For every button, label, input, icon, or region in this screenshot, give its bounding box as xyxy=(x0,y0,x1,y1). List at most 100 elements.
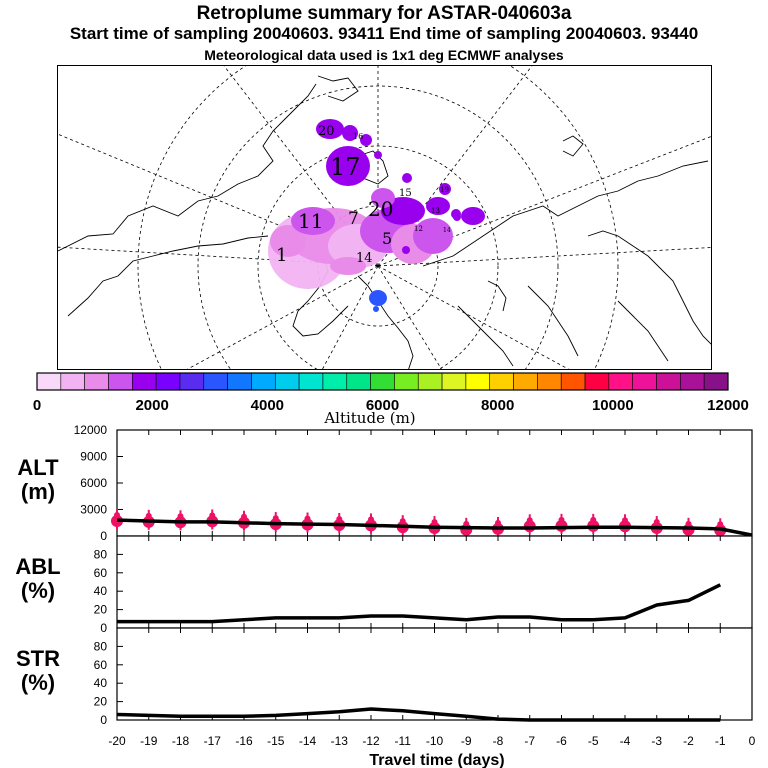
series-line-str xyxy=(116,707,721,722)
colorbar-swatch xyxy=(584,372,610,391)
x-tick-label: -3 xyxy=(651,734,662,748)
met-data-subtitle: Meteorological data used is 1x1 deg ECMW… xyxy=(204,47,564,63)
map-label: 12 xyxy=(414,225,423,233)
retroplume-day-labels: 20 16 17 15 20 19 11 7 5 1 14 13 12 14 xyxy=(276,124,451,266)
colorbar-swatch xyxy=(84,372,109,391)
colorbar-swatch xyxy=(394,372,419,391)
colorbar-swatch xyxy=(560,372,586,391)
map-svg: 20 16 17 15 20 19 11 7 5 1 14 13 12 14 xyxy=(58,66,711,369)
series-line-alt xyxy=(116,518,753,537)
colorbar-tick-label: 4000 xyxy=(251,397,284,414)
map-label: 11 xyxy=(298,209,323,233)
colorbar-label: Altitude (m) xyxy=(323,409,415,427)
map-label: 17 xyxy=(330,153,361,181)
x-tick-label: -20 xyxy=(108,734,126,748)
x-tick-label: -17 xyxy=(204,734,222,748)
colorbar-tick-label: 2000 xyxy=(135,397,168,414)
panel-frame xyxy=(116,627,753,721)
colorbar-swatch xyxy=(465,372,491,391)
colorbar-tick-label: 8000 xyxy=(481,397,514,414)
panel-y-label: (%) xyxy=(21,578,55,603)
x-tick-label: -6 xyxy=(556,734,567,748)
colorbar-swatch xyxy=(322,372,348,391)
panel-alt: 0 3000 6000 9000 12000 ALT(m) xyxy=(17,423,753,543)
x-tick-label: -12 xyxy=(362,734,380,748)
colorbar-frame xyxy=(36,372,729,391)
x-tick-label: -2 xyxy=(683,734,694,748)
y-tick-label: 80 xyxy=(94,639,108,653)
x-tick-label: -7 xyxy=(524,734,535,748)
panel-y-label: (%) xyxy=(21,670,55,695)
colorbar-swatch xyxy=(36,372,62,391)
x-tick-label: -13 xyxy=(331,734,349,748)
chart-title: Retroplume summary for ASTAR-040603a xyxy=(196,3,572,24)
y-tick-label: 40 xyxy=(94,584,108,598)
map-label: 16 xyxy=(353,132,363,141)
x-tick-label: -14 xyxy=(299,734,317,748)
colorbar-swatch xyxy=(370,372,395,391)
colorbar-swatch xyxy=(132,372,157,391)
y-tick-label: 6000 xyxy=(80,476,107,490)
colorbar-swatch xyxy=(656,372,681,391)
x-tick-label: -18 xyxy=(172,734,190,748)
panel-str: 0 20 40 60 80 STR(%) xyxy=(16,627,753,727)
colorbar-swatch xyxy=(298,372,324,391)
colorbar-tick-labels: 0 2000 4000 6000 8000 10000 12000 xyxy=(33,397,749,414)
time-series-panels: 030006000900012000ALT(m)020406080ABL(%)0… xyxy=(15,423,753,727)
x-tick-label: -8 xyxy=(493,734,504,748)
panel-frame xyxy=(116,535,753,629)
x-tick-label: -10 xyxy=(426,734,444,748)
colorbar-swatch xyxy=(203,372,228,391)
retroplume-clusters xyxy=(268,119,485,312)
colorbar-swatch xyxy=(179,372,205,391)
colorbar-swatch xyxy=(346,372,371,391)
y-tick-label: 40 xyxy=(94,676,108,690)
panel-y-label: (m) xyxy=(21,479,55,504)
panel-abl: 0 20 40 60 80 ABL(%) xyxy=(15,535,753,635)
x-tick-label: -16 xyxy=(235,734,253,748)
x-tick-label: -15 xyxy=(267,734,285,748)
colorbar-swatch xyxy=(227,372,252,391)
y-tick-label: 20 xyxy=(94,603,108,617)
colorbar-swatch xyxy=(489,372,514,391)
map-label: 15 xyxy=(399,188,412,199)
y-tick-label: 0 xyxy=(100,713,107,727)
colorbar-swatch xyxy=(680,372,705,391)
panel-y-label: ALT xyxy=(17,455,59,480)
x-axis: -20 -19 -18 -17 -16 -15 -14 -13 -12 -11 -10 -9 -8 -7-… xyxy=(108,734,755,748)
y-tick-label: 0 xyxy=(100,529,107,543)
colorbar-swatch xyxy=(155,372,181,391)
x-tick-label: -9 xyxy=(461,734,472,748)
colorbar-swatch xyxy=(632,372,657,391)
colorbar-boxes xyxy=(36,372,729,391)
colorbar-swatch xyxy=(108,372,133,391)
map-label: 20 xyxy=(368,197,393,221)
map-label: 1 xyxy=(276,245,287,266)
colorbar-swatch xyxy=(441,372,467,391)
colorbar-swatch xyxy=(608,372,633,391)
x-tick-label: 0 xyxy=(749,734,756,748)
y-tick-label: 9000 xyxy=(80,450,107,464)
map-label: 14 xyxy=(443,227,451,234)
y-tick-label: 0 xyxy=(100,621,107,635)
x-tick-label: -5 xyxy=(588,734,599,748)
map-label: 19 xyxy=(440,186,449,194)
colorbar-tick-label: 10000 xyxy=(592,397,634,414)
x-tick-label: -4 xyxy=(620,734,631,748)
colorbar-tick-label: 12000 xyxy=(707,397,749,414)
y-tick-label: 60 xyxy=(94,658,108,672)
map-label: 20 xyxy=(318,124,335,139)
x-tick-label: -19 xyxy=(140,734,158,748)
map-label: 7 xyxy=(348,209,359,229)
map-label: 13 xyxy=(431,207,440,215)
colorbar-swatch xyxy=(513,372,538,391)
x-tick-label: -1 xyxy=(715,734,726,748)
colorbar-tick-label: 6000 xyxy=(366,397,399,414)
y-tick-label: 80 xyxy=(94,547,108,561)
retroplume-map: 20 16 17 15 20 19 11 7 5 1 14 13 12 14 xyxy=(57,65,712,370)
panel-y-label: ABL xyxy=(15,554,60,579)
colorbar-tick-label: 0 xyxy=(33,397,41,414)
y-tick-label: 12000 xyxy=(74,423,108,437)
y-tick-label: 3000 xyxy=(80,503,107,517)
